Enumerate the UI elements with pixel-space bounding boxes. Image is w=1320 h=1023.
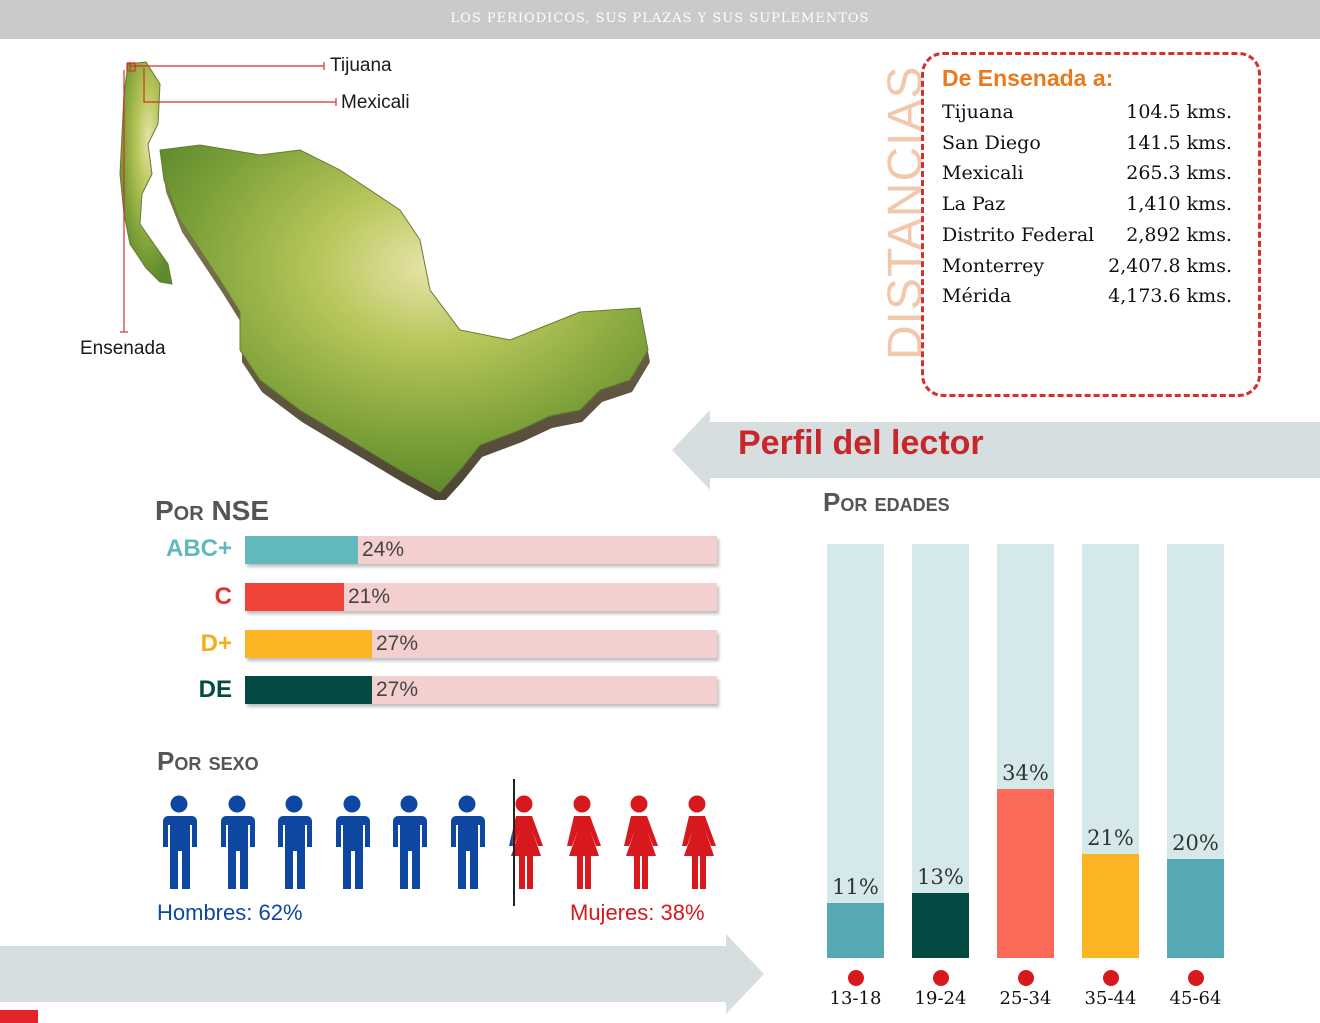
man-icon xyxy=(163,795,197,889)
man-icon xyxy=(335,795,370,889)
edades-chart: 11% 13-18 13% 19-24 34% 25-34 21% 35-44 20% 45-64 xyxy=(810,530,1250,1010)
distance-city: Mérida xyxy=(942,285,1012,307)
nse-label-c: C xyxy=(214,583,232,610)
men-label: Hombres: 62% xyxy=(157,900,303,925)
nse-label-abc: ABC+ xyxy=(165,535,232,562)
age-bar xyxy=(997,789,1054,958)
nse-track: 24% xyxy=(245,536,717,564)
nse-value-dplus: 27% xyxy=(376,632,419,655)
woman-icon xyxy=(681,795,716,889)
age-category-label: 19-24 xyxy=(914,988,967,1009)
age-track xyxy=(912,544,969,958)
man-icon xyxy=(220,795,255,889)
distance-value: 1,410 kms. xyxy=(1126,193,1232,215)
man-icon xyxy=(393,795,427,889)
distance-value: 104.5 kms. xyxy=(1126,101,1232,123)
distance-city: Tijuana xyxy=(942,101,1014,123)
perfil-title: Perfil del lector xyxy=(738,424,984,462)
age-category-label: 45-64 xyxy=(1169,988,1222,1009)
age-value-label: 13% xyxy=(917,865,964,889)
map-label-tijuana: Tijuana xyxy=(330,55,392,76)
age-bar xyxy=(1082,854,1139,958)
sexo-divider xyxy=(513,779,515,906)
age-value-label: 21% xyxy=(1087,826,1134,850)
nse-value-de: 27% xyxy=(376,678,419,701)
distance-city: Mexicali xyxy=(942,162,1024,184)
nse-bar-abc xyxy=(245,536,358,564)
women-label: Mujeres: 38% xyxy=(570,900,705,925)
age-value-label: 34% xyxy=(1002,761,1049,785)
split-person-icon xyxy=(509,795,543,889)
age-bar xyxy=(912,893,969,958)
nse-track: 27% xyxy=(245,630,717,658)
distance-row: Tijuana 104.5 kms. xyxy=(942,101,1232,131)
map-label-ensenada: Ensenada xyxy=(80,338,166,359)
distance-row: Distrito Federal 2,892 kms. xyxy=(942,224,1232,254)
age-track xyxy=(827,544,884,958)
distance-city: Monterrey xyxy=(942,255,1045,277)
distance-row: Mérida 4,173.6 kms. xyxy=(942,285,1232,315)
distance-value: 2,892 kms. xyxy=(1126,224,1232,246)
nse-title: Por NSE xyxy=(155,495,270,526)
header-bar: LOS PERIODICOS, SUS PLAZAS Y SUS SUPLEME… xyxy=(0,0,1320,39)
edades-title: Por edades xyxy=(823,487,950,517)
distance-row: Mexicali 265.3 kms. xyxy=(942,162,1232,192)
age-category-label: 35-44 xyxy=(1084,988,1137,1009)
man-icon xyxy=(278,795,312,889)
mexico-map xyxy=(119,61,650,500)
distance-city: La Paz xyxy=(942,193,1006,215)
age-bar xyxy=(827,903,884,958)
distance-row: San Diego 141.5 kms. xyxy=(942,132,1232,162)
bottom-arrow-band xyxy=(0,934,764,1014)
woman-icon xyxy=(566,795,601,889)
nse-track: 27% xyxy=(245,676,717,704)
nse-bar-de xyxy=(245,676,372,704)
age-dot-marker xyxy=(1187,970,1204,986)
distance-value: 4,173.6 kms. xyxy=(1108,285,1232,307)
woman-icon xyxy=(624,795,658,889)
distance-city: San Diego xyxy=(942,132,1041,154)
age-category-label: 25-34 xyxy=(999,988,1052,1009)
perfil-arrow-band xyxy=(672,410,1320,490)
man-icon xyxy=(450,795,485,889)
nse-label-de: DE xyxy=(198,676,232,703)
nse-bar-c xyxy=(245,583,344,611)
distance-row: La Paz 1,410 kms. xyxy=(942,193,1232,223)
nse-value-abc: 24% xyxy=(362,538,405,561)
mainland-shape xyxy=(159,144,649,493)
age-dot-marker xyxy=(847,970,864,986)
age-dot-marker xyxy=(932,970,949,986)
distances-box: De Ensenada a: Tijuana 104.5 kms. San Di… xyxy=(921,52,1261,397)
nse-value-c: 21% xyxy=(348,585,391,608)
age-category-label: 13-18 xyxy=(829,988,882,1009)
sexo-title: Por sexo xyxy=(157,746,259,776)
age-dot-marker xyxy=(1017,970,1034,986)
page-corner-mark xyxy=(0,1010,38,1023)
distance-city: Distrito Federal xyxy=(942,224,1095,246)
distance-value: 2,407.8 kms. xyxy=(1108,255,1232,277)
nse-bar-dplus xyxy=(245,630,372,658)
age-dot-marker xyxy=(1102,970,1119,986)
distances-header: De Ensenada a: xyxy=(942,65,1114,91)
map-label-mexicali: Mexicali xyxy=(341,92,410,113)
age-bar xyxy=(1167,859,1224,958)
header-title: LOS PERIODICOS, SUS PLAZAS Y SUS SUPLEME… xyxy=(450,11,870,26)
age-value-label: 20% xyxy=(1172,831,1219,855)
distance-row: Monterrey 2,407.8 kms. xyxy=(942,255,1232,285)
nse-track: 21% xyxy=(245,583,717,611)
age-value-label: 11% xyxy=(832,875,879,899)
distance-value: 141.5 kms. xyxy=(1126,132,1232,154)
distance-value: 265.3 kms. xyxy=(1126,162,1232,184)
nse-label-dplus: D+ xyxy=(200,630,232,657)
baja-peninsula-shape xyxy=(119,61,173,285)
